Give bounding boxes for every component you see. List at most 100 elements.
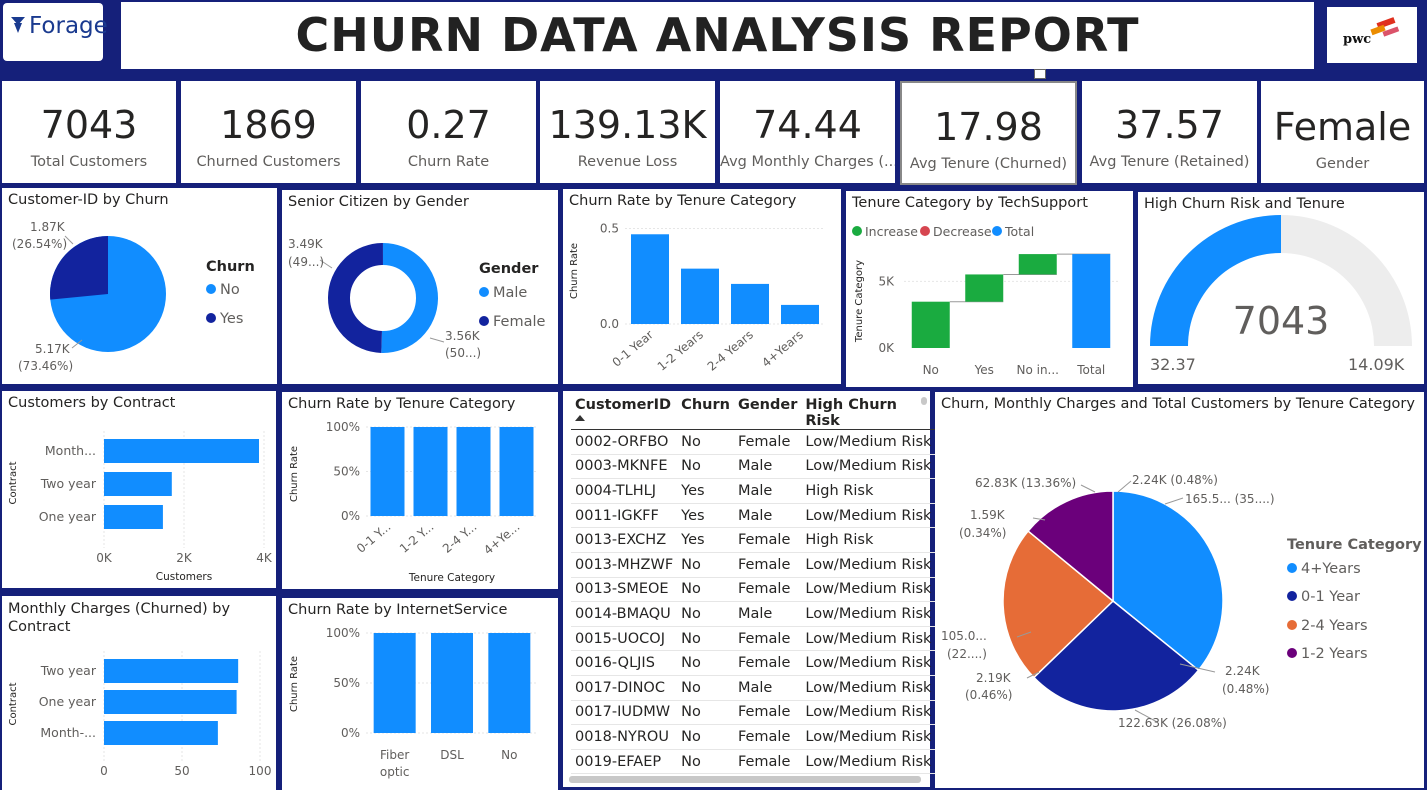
bar[interactable]	[488, 633, 531, 733]
table-row[interactable]: 0011-IGKFF Yes Male Low/Medium Risk	[571, 503, 936, 529]
chart-title: Customer-ID by Churn	[8, 192, 169, 208]
table-cell: Low/Medium Risk	[801, 675, 936, 701]
scrollbar-thumb-vertical[interactable]	[921, 397, 927, 405]
bar[interactable]	[413, 427, 448, 516]
data-label: 3.56K	[445, 329, 480, 343]
bar[interactable]	[373, 633, 416, 733]
y-tick-label: One year	[39, 694, 97, 709]
kpi-card-gender[interactable]: Female Gender	[1261, 81, 1424, 183]
bar[interactable]	[731, 283, 769, 324]
table-cell: 0013-SMEOE	[571, 577, 678, 603]
kpi-value: 74.44	[753, 103, 862, 147]
bar[interactable]	[499, 427, 534, 516]
bar[interactable]	[104, 439, 259, 463]
legend-item-no[interactable]: No	[206, 282, 240, 298]
pie-slice[interactable]	[1112, 490, 1224, 672]
table-row[interactable]: 0003-MKNFE No Male Low/Medium Risk	[571, 454, 936, 480]
table-cell: No	[677, 552, 734, 578]
table-cell: 0014-BMAQU	[571, 601, 678, 627]
bar[interactable]	[681, 268, 719, 324]
table-row[interactable]: 0017-DINOC No Male Low/Medium Risk	[571, 675, 936, 701]
kpi-card-revenue-loss[interactable]: 139.13K Revenue Loss	[540, 81, 715, 183]
table-row[interactable]: 0013-EXCHZ Yes Female High Risk	[571, 527, 936, 553]
chart-monthly-charges-churned-by-contract[interactable]: Monthly Charges (Churned) by Contract 0 5…	[2, 596, 276, 790]
scrollbar-horizontal[interactable]	[569, 776, 921, 783]
table-row[interactable]: 0016-QLJIS No Female Low/Medium Risk	[571, 650, 936, 676]
chart-churn-rate-by-tenure[interactable]: Churn Rate by Tenure Category 0.5 0.0 0-1 …	[563, 189, 841, 384]
x-tick-label: No in...	[1016, 363, 1059, 377]
bar[interactable]	[104, 505, 163, 529]
pie-slice[interactable]	[1002, 529, 1115, 679]
chart-customers-by-contract[interactable]: Customers by Contract 0K 2K 4K Month... Two …	[2, 391, 276, 588]
bar[interactable]	[104, 690, 237, 714]
bar[interactable]	[1018, 254, 1057, 275]
kpi-card-avg-monthly-charges[interactable]: 74.44 Avg Monthly Charges (...	[720, 81, 895, 183]
column-header-gender[interactable]: Gender	[737, 397, 798, 413]
chart-churn-monthly-charges-by-tenure[interactable]: Churn, Monthly Charges and Total Custome…	[935, 392, 1424, 788]
data-label: 5.17K	[35, 342, 70, 356]
table-cell: Male	[733, 675, 802, 701]
legend-item-2-4-years[interactable]: 2-4 Years	[1287, 618, 1368, 634]
legend-item-yes[interactable]: Yes	[206, 311, 243, 327]
bar[interactable]	[631, 234, 669, 324]
table-cell: Female	[733, 700, 802, 726]
legend-dot-icon	[1287, 591, 1297, 601]
legend-item-4-plus-years[interactable]: 4+Years	[1287, 561, 1361, 577]
table-cell: Male	[733, 478, 802, 504]
table-row[interactable]: 0013-MHZWF No Female Low/Medium Risk	[571, 552, 936, 578]
legend-item-1-2-years[interactable]: 1-2 Years	[1287, 646, 1368, 662]
kpi-card-churn-rate[interactable]: 0.27 Churn Rate	[361, 81, 536, 183]
bar[interactable]	[1072, 254, 1111, 348]
y-tick-label: 0K	[878, 341, 895, 355]
donut-slice-female[interactable]	[328, 243, 384, 353]
table-row[interactable]: 0019-EFAEP No Female Low/Medium Risk	[571, 749, 936, 775]
bar[interactable]	[104, 472, 172, 496]
chart-tenure-by-techsupport[interactable]: Tenure Category by TechSupport Increase …	[846, 191, 1133, 387]
gauge-high-churn-risk[interactable]: High Churn Risk and Tenure 7043 32.37 14…	[1138, 192, 1424, 384]
table-header-row: CustomerID Churn Gender High Churn Risk	[571, 397, 936, 430]
column-header-churn[interactable]: Churn	[681, 397, 730, 413]
chart-customer-id-by-churn[interactable]: Customer-ID by Churn 1.87K (26.54%) 5.17…	[2, 188, 277, 384]
pie-slice-yes[interactable]	[49, 236, 108, 300]
table-row[interactable]: 0013-SMEOE No Female Low/Medium Risk	[571, 577, 936, 603]
table-row[interactable]: 0002-ORFBO No Female Low/Medium Risk	[571, 429, 936, 455]
legend-item-increase[interactable]: Increase	[852, 224, 918, 239]
chart-churn-rate-by-internetservice[interactable]: Churn Rate by InternetService 100% 50% 0% F…	[282, 598, 558, 790]
data-label: (50...)	[445, 346, 482, 360]
table-cell: Female	[733, 429, 802, 455]
kpi-card-avg-tenure-retained[interactable]: 37.57 Avg Tenure (Retained)	[1082, 81, 1257, 183]
legend-item-male[interactable]: Male	[479, 285, 527, 301]
bar[interactable]	[456, 427, 491, 516]
kpi-card-churned-customers[interactable]: 1869 Churned Customers	[181, 81, 356, 183]
bar[interactable]	[104, 659, 239, 683]
table-row[interactable]: 0018-NYROU No Female Low/Medium Risk	[571, 724, 936, 750]
legend-item-0-1-year[interactable]: 0-1 Year	[1287, 589, 1360, 605]
legend-label: 1-2 Years	[1301, 646, 1368, 662]
kpi-card-total-customers[interactable]: 7043 Total Customers	[2, 81, 176, 183]
bar[interactable]	[965, 274, 1004, 302]
chart-senior-citizen-by-gender[interactable]: Senior Citizen by Gender 3.49K (49...) 3…	[282, 190, 558, 384]
customer-table[interactable]: CustomerID Churn Gender High Churn Risk …	[563, 391, 936, 787]
column-header-high-churn-risk[interactable]: High Churn Risk	[805, 397, 897, 429]
donut-slice-male[interactable]	[381, 243, 438, 353]
table-row[interactable]: 0017-IUDMW No Female Low/Medium Risk	[571, 700, 936, 726]
legend-item-female[interactable]: Female	[479, 314, 545, 330]
pie-slice[interactable]	[1027, 490, 1114, 603]
bar[interactable]	[104, 721, 218, 745]
chart-churn-rate-by-tenure-100[interactable]: Churn Rate by Tenure Category 100% 50% 0% 0…	[282, 392, 558, 589]
bar[interactable]	[431, 633, 473, 733]
legend-item-decrease[interactable]: Decrease	[920, 224, 992, 239]
bar[interactable]	[781, 304, 819, 324]
table-row[interactable]: 0004-TLHLJ Yes Male High Risk	[571, 478, 936, 504]
bar[interactable]	[370, 427, 405, 516]
table-row[interactable]: 0015-UOCOJ No Female Low/Medium Risk	[571, 626, 936, 652]
pie-slice[interactable]	[1032, 599, 1200, 712]
bar[interactable]	[911, 301, 950, 348]
visual-focus-handle[interactable]	[1034, 69, 1046, 79]
legend-item-total[interactable]: Total	[992, 224, 1034, 239]
kpi-card-avg-tenure-churned[interactable]: 17.98 Avg Tenure (Churned)	[900, 69, 1077, 185]
table-cell: Low/Medium Risk	[801, 700, 936, 726]
column-header-customerid[interactable]: CustomerID	[571, 397, 677, 430]
table-row[interactable]: 0014-BMAQU No Male Low/Medium Risk	[571, 601, 936, 627]
kpi-value: 7043	[40, 103, 138, 147]
